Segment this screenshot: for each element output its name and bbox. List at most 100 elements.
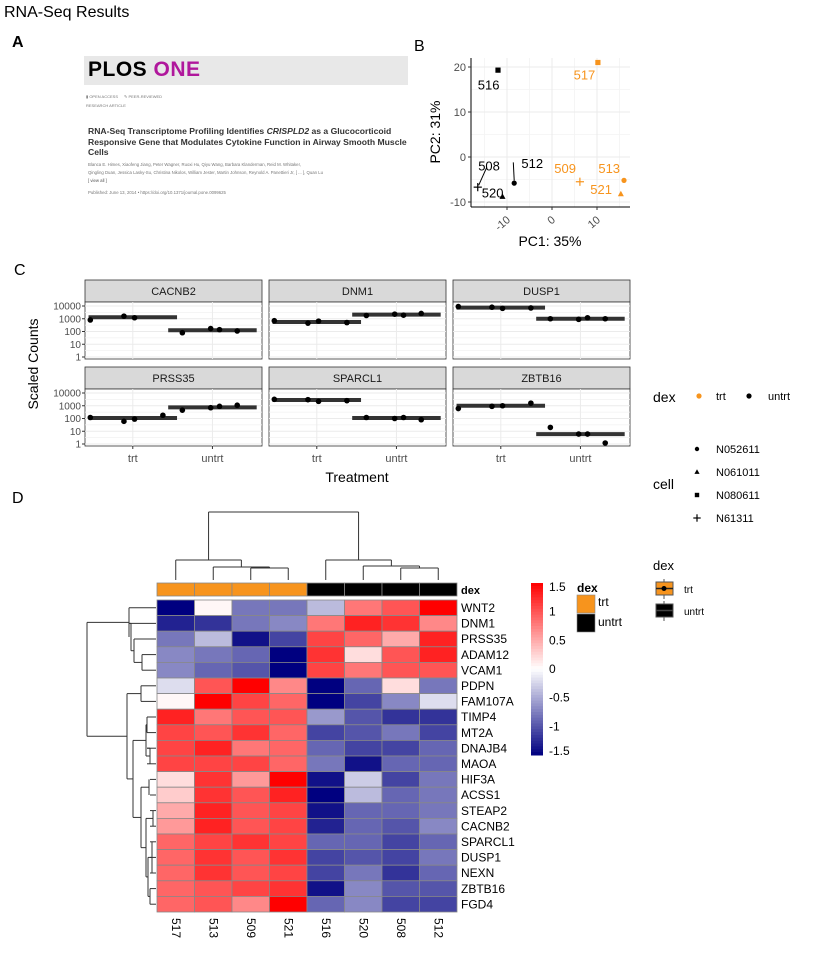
annotation-cell-509 (231, 582, 270, 597)
heatmap-cell (419, 833, 458, 851)
pca-y-tick-label: 10 (454, 107, 466, 119)
heatmap-cell (194, 849, 233, 866)
facet-point-trt (528, 305, 534, 311)
annotation-cell-512 (419, 582, 458, 597)
heatmap-cell (269, 677, 308, 695)
facet-point-untrt (179, 407, 186, 413)
heatmap-cell (269, 880, 308, 897)
facet-strip-label: ZBTB16 (521, 373, 561, 385)
heatmap-cell (231, 771, 270, 788)
heatmap-cell (306, 662, 345, 679)
view-all-link[interactable]: [ view all ] (88, 178, 107, 183)
heatmap-cell (419, 615, 458, 632)
legend-dex-trt-label: trt (716, 391, 726, 403)
heatmap-cell (231, 740, 270, 757)
heatmap-cell (156, 677, 195, 695)
color-scale-step (531, 689, 543, 693)
heatmap-cell (381, 849, 420, 866)
color-scale-step (531, 611, 543, 616)
heatmap-cell (381, 802, 420, 819)
color-scale-step (531, 743, 543, 747)
facet-point-untrt (584, 314, 591, 321)
heatmap-cell (344, 693, 383, 710)
heatmap-row-label: MT2A (461, 726, 493, 740)
pca-y-tick-label: -10 (450, 197, 466, 209)
heatmap-cell (419, 724, 458, 741)
facet-point-untrt (391, 311, 398, 317)
heatmap-cell (269, 740, 308, 757)
heatmap-cell (156, 599, 195, 617)
heatmap-cell (381, 818, 420, 835)
heatmap-column-label: 508 (394, 918, 408, 938)
heatmap-column-label: 517 (169, 918, 183, 938)
heatmap-row-label: NEXN (461, 866, 494, 880)
heatmap-column-label: 516 (319, 918, 333, 938)
heatmap-column-label: 521 (281, 918, 295, 938)
annotation-cell-508 (381, 582, 420, 597)
facet-y-axis-title: Scaled Counts (25, 318, 41, 409)
heatmap-column-label: 520 (356, 918, 370, 938)
heatmap-cell (156, 630, 195, 648)
pca-legend: dex trt untrt cell N052611 N061011 N080611 N613… (653, 389, 790, 621)
heatmap-cell (381, 896, 420, 913)
heatmap-cell (269, 755, 308, 773)
heatmap-cell (306, 646, 345, 663)
heatmap-cell (344, 708, 383, 726)
article-title[interactable]: RNA-Seq Transcriptome Profiling Identifi… (88, 126, 407, 157)
color-scale-step (531, 729, 543, 733)
heatmap-legend-trt-label: trt (598, 595, 609, 609)
heatmap-legend-trt-swatch (576, 594, 596, 614)
facet-point-untrt (584, 431, 591, 437)
color-scale-step (531, 600, 543, 604)
color-scale-step (531, 603, 543, 607)
annotation-cell-517 (156, 582, 195, 597)
heatmap-cell (194, 693, 233, 710)
facet-point-untrt (234, 328, 241, 334)
color-scale-step (531, 634, 543, 638)
color-scale-step (531, 583, 543, 587)
color-scale-step (531, 677, 543, 681)
heatmap-cell (194, 880, 233, 897)
heatmap-cell (344, 849, 383, 866)
pca-point-label: 508 (478, 159, 500, 174)
heatmap-cell (344, 677, 383, 695)
heatmap-cell (344, 662, 383, 679)
color-scale-step (531, 628, 543, 633)
article-authors-2: Qingling Duan, Jessica Lasky-Su, Christi… (88, 170, 323, 175)
pca-point-label: 520 (482, 186, 504, 201)
heatmap-cell (344, 896, 383, 913)
legend-cell-label: N61311 (716, 513, 754, 525)
color-scale-step (531, 623, 543, 627)
color-scale-step (531, 657, 543, 661)
color-scale-step (531, 640, 543, 644)
heatmap-cell (419, 896, 458, 913)
pca-plot: -10 0 10 20 -10 0 10 PC1: 35% PC2: 31% 516 517 512 5… (427, 58, 630, 249)
heatmap-cell (269, 599, 308, 617)
facet-point-trt (455, 405, 462, 412)
color-scale-step (531, 717, 543, 722)
heatmap-cell (156, 849, 195, 866)
heatmap-cell (194, 818, 233, 835)
facet-y-tick-label: 1 (75, 353, 81, 364)
color-scale-step (531, 591, 543, 595)
heatmap-cell (344, 740, 383, 757)
facet-point-untrt (216, 403, 223, 410)
legend-cell-label: N061011 (716, 467, 760, 479)
color-scale-step (531, 700, 543, 704)
heatmap-cell (269, 615, 308, 632)
pca-point-512 (511, 180, 517, 186)
facet-point-untrt (216, 326, 223, 333)
heatmap-cell (194, 740, 233, 757)
annotation-label: dex (461, 585, 481, 597)
heatmap-cell (381, 864, 420, 882)
facet-point-trt (271, 317, 278, 324)
heatmap-cell (344, 630, 383, 648)
facet-point-untrt (207, 404, 214, 411)
facet-y-tick-label: 1 (75, 440, 81, 451)
heatmap-legend-title: dex (577, 581, 598, 595)
facet-x-tick-label: untrt (385, 453, 407, 465)
heatmap-cell (156, 646, 195, 663)
heatmap-column-label: 512 (431, 918, 445, 938)
